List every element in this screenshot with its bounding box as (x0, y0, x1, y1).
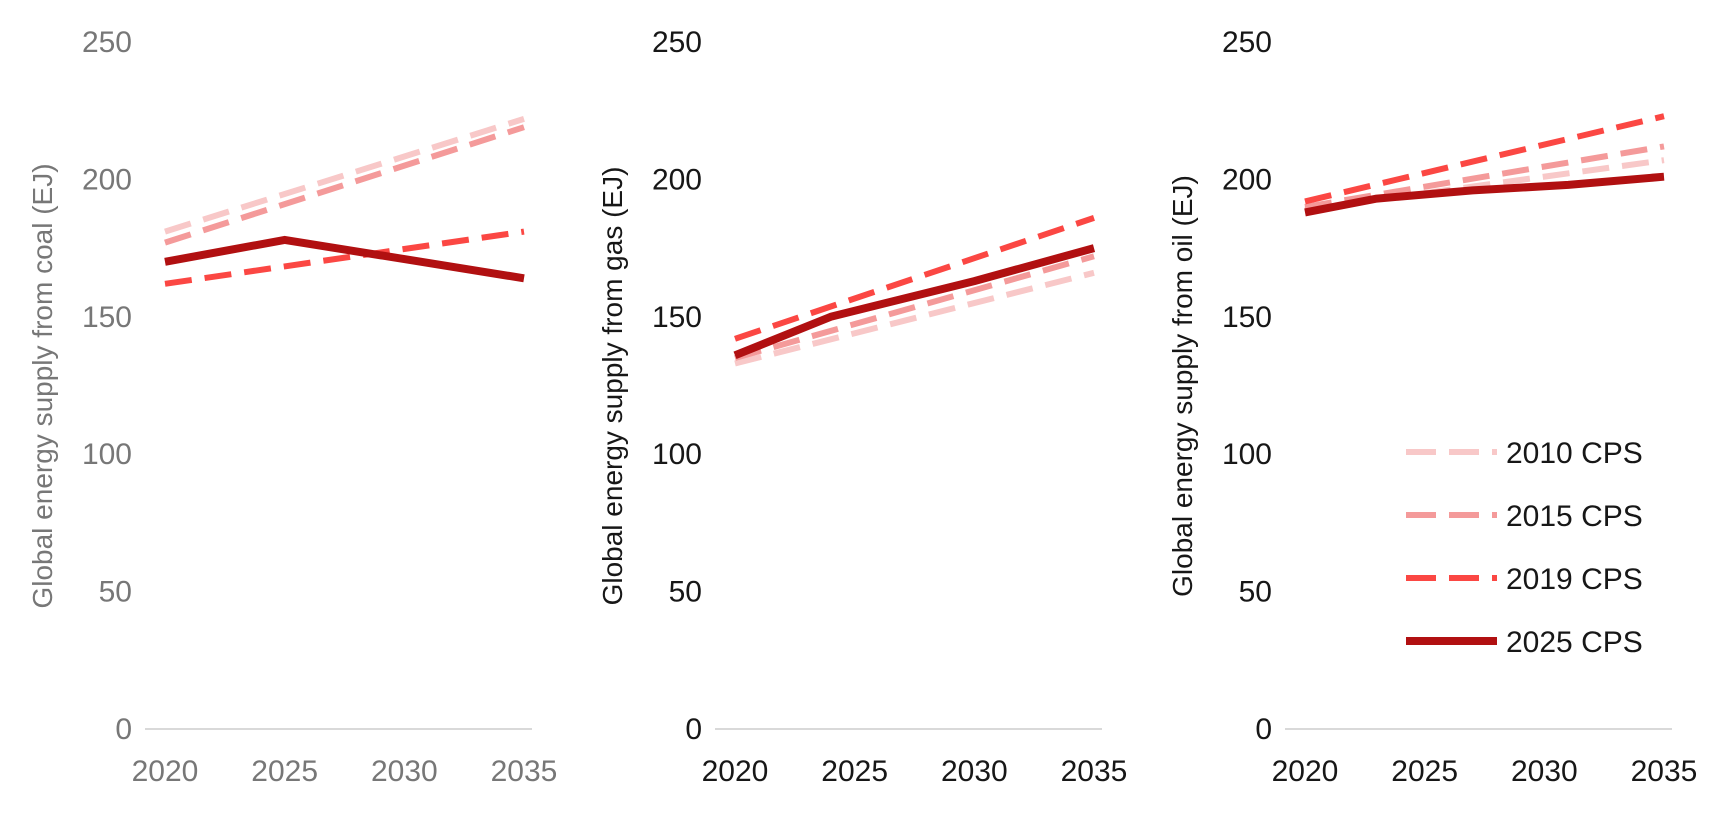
x-tick-label: 2020 (702, 755, 769, 788)
gas-chart: 0 50 100 150 200 250 2020 2025 2030 2035 Global en… (597, 26, 1128, 788)
series-line-2015-cps (734, 253, 1095, 361)
x-tick-label: 2030 (371, 755, 438, 788)
x-tick-label: 2025 (251, 755, 318, 788)
series-line-2025-cps (1304, 172, 1665, 217)
y-tick-label: 50 (669, 576, 702, 609)
y-tick-label: 250 (82, 26, 132, 59)
oil-chart: 0 50 100 150 200 250 2020 2025 2030 2035 Global en… (1167, 26, 1698, 788)
coal-chart-panel: 0 50 100 150 200 250 2020 2025 2030 2035 Global en… (0, 0, 570, 827)
y-tick-label: 200 (1222, 163, 1272, 196)
y-axis-title: Global energy supply from gas (EJ) (597, 167, 628, 606)
series-line-2010-cps (734, 269, 1095, 367)
y-tick-label: 150 (82, 301, 132, 334)
x-tick-label: 2030 (941, 755, 1008, 788)
x-tick-label: 2025 (1391, 755, 1458, 788)
gas-chart-panel: 0 50 100 150 200 250 2020 2025 2030 2035 Global en… (570, 0, 1140, 827)
x-tick-label: 2030 (1511, 755, 1578, 788)
y-tick-label: 250 (652, 26, 702, 59)
y-tick-label: 150 (1222, 301, 1272, 334)
legend-label-2015-cps: 2015 CPS (1506, 500, 1643, 533)
x-tick-label: 2035 (1631, 755, 1698, 788)
oil-chart-panel: 0 50 100 150 200 250 2020 2025 2030 2035 Global en… (1140, 0, 1710, 827)
legend-label-2010-cps: 2010 CPS (1506, 437, 1643, 470)
y-tick-label: 200 (652, 163, 702, 196)
y-tick-label: 150 (652, 301, 702, 334)
y-tick-label: 100 (652, 438, 702, 471)
y-axis-title: Global energy supply from oil (EJ) (1167, 175, 1198, 597)
legend-label-2019-cps: 2019 CPS (1506, 563, 1643, 596)
series-line-2015-cps (1304, 143, 1665, 210)
y-tick-label: 50 (1239, 576, 1272, 609)
series-line-2025-cps (733, 244, 1096, 360)
series-line-2025-cps (164, 235, 525, 283)
legend-label-2025-cps: 2025 CPS (1506, 626, 1643, 659)
series-line-2019-cps (164, 228, 525, 287)
y-axis-title: Global energy supply from coal (EJ) (27, 163, 58, 608)
y-tick-label: 200 (82, 163, 132, 196)
y-tick-label: 0 (115, 713, 132, 746)
x-tick-label: 2020 (1272, 755, 1339, 788)
x-tick-label: 2025 (821, 755, 888, 788)
coal-chart: 0 50 100 150 200 250 2020 2025 2030 2035 Global en… (27, 26, 558, 788)
y-tick-label: 0 (685, 713, 702, 746)
x-tick-label: 2020 (132, 755, 199, 788)
x-tick-label: 2035 (1061, 755, 1128, 788)
series-line-2015-cps (164, 124, 525, 246)
y-tick-label: 50 (99, 576, 132, 609)
series-line-2010-cps (164, 116, 525, 235)
x-tick-label: 2035 (491, 755, 558, 788)
y-tick-label: 250 (1222, 26, 1272, 59)
y-tick-label: 0 (1255, 713, 1272, 746)
y-tick-label: 100 (1222, 438, 1272, 471)
y-tick-label: 100 (82, 438, 132, 471)
series-line-2019-cps (734, 215, 1095, 342)
series-line-2019-cps (1304, 113, 1665, 205)
